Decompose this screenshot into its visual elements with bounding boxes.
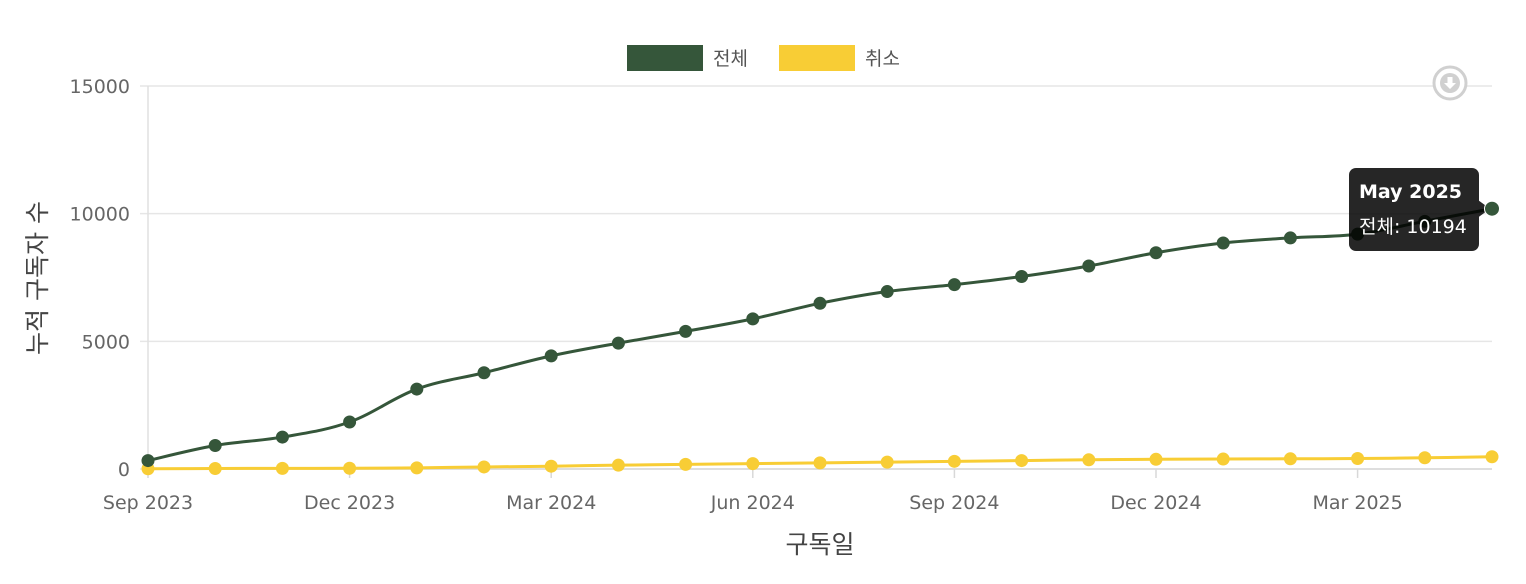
y-axis-title: 누적 구독자 수 — [23, 201, 52, 355]
data-point-total[interactable] — [1015, 269, 1029, 283]
x-tick-label: Dec 2024 — [1110, 492, 1201, 514]
y-tick-label: 15000 — [70, 76, 130, 98]
data-point-cancel[interactable] — [611, 458, 625, 472]
data-point-total[interactable] — [477, 366, 491, 380]
data-point-cancel[interactable] — [410, 461, 424, 475]
data-point-total[interactable] — [544, 349, 558, 363]
tooltip-value: 전체: 10194 — [1359, 216, 1467, 238]
data-point-total[interactable] — [947, 278, 961, 292]
x-tick-label: Sep 2024 — [909, 492, 999, 514]
data-point-cancel[interactable] — [947, 454, 961, 468]
data-point-total[interactable] — [1082, 259, 1096, 273]
data-point-cancel[interactable] — [746, 457, 760, 471]
data-point-total[interactable] — [611, 336, 625, 350]
data-point-cancel[interactable] — [275, 461, 289, 475]
data-point-cancel[interactable] — [1351, 452, 1365, 466]
data-point-cancel[interactable] — [477, 460, 491, 474]
legend-swatch-total — [627, 45, 703, 71]
data-point-cancel[interactable] — [880, 455, 894, 469]
download-button[interactable] — [1432, 65, 1468, 101]
y-tick-label: 10000 — [70, 204, 130, 226]
data-point-cancel[interactable] — [208, 461, 222, 475]
data-point-cancel[interactable] — [1418, 451, 1432, 465]
legend-label-total: 전체 — [713, 48, 748, 70]
legend-item-total[interactable]: 전체 — [627, 45, 748, 71]
tooltip-box — [1349, 168, 1479, 251]
x-tick-label: Jun 2024 — [710, 492, 795, 514]
data-point-total[interactable] — [813, 296, 827, 310]
x-axis-title: 구독일 — [785, 530, 854, 559]
data-point-total[interactable] — [1283, 231, 1297, 245]
data-point-cancel[interactable] — [679, 457, 693, 471]
x-tick-label: Mar 2024 — [506, 492, 596, 514]
data-point-cancel[interactable] — [343, 461, 357, 475]
legend-swatch-cancel — [779, 45, 855, 71]
x-tick-label: Mar 2025 — [1312, 492, 1402, 514]
data-point-cancel[interactable] — [1149, 452, 1163, 466]
y-tick-label: 5000 — [82, 331, 130, 353]
download-icon — [1432, 65, 1468, 101]
data-point-total[interactable] — [746, 312, 760, 326]
data-point-cancel[interactable] — [1082, 453, 1096, 467]
tooltip-title: May 2025 — [1359, 181, 1462, 203]
tooltip-highlight-point[interactable] — [1484, 200, 1500, 217]
data-point-cancel[interactable] — [1015, 454, 1029, 468]
data-point-total[interactable] — [343, 415, 357, 429]
x-tick-label: Sep 2023 — [103, 492, 193, 514]
x-tick-label: Dec 2023 — [304, 492, 395, 514]
y-tick-label: 0 — [118, 459, 130, 481]
data-point-total[interactable] — [208, 439, 222, 453]
data-point-cancel[interactable] — [813, 456, 827, 470]
data-point-total[interactable] — [679, 324, 693, 338]
legend-label-cancel: 취소 — [865, 48, 900, 70]
data-point-total[interactable] — [141, 454, 155, 468]
data-point-total[interactable] — [275, 430, 289, 444]
data-point-total[interactable] — [880, 285, 894, 299]
legend-item-cancel[interactable]: 취소 — [779, 45, 900, 71]
data-point-cancel[interactable] — [544, 459, 558, 473]
data-point-cancel[interactable] — [1485, 450, 1499, 464]
data-point-total[interactable] — [1149, 246, 1163, 260]
data-point-total[interactable] — [1216, 236, 1230, 250]
tooltip: May 2025 전체: 10194 — [1349, 168, 1490, 251]
data-point-cancel[interactable] — [1216, 452, 1230, 466]
data-point-total[interactable] — [410, 382, 424, 396]
data-point-cancel[interactable] — [1283, 452, 1297, 466]
